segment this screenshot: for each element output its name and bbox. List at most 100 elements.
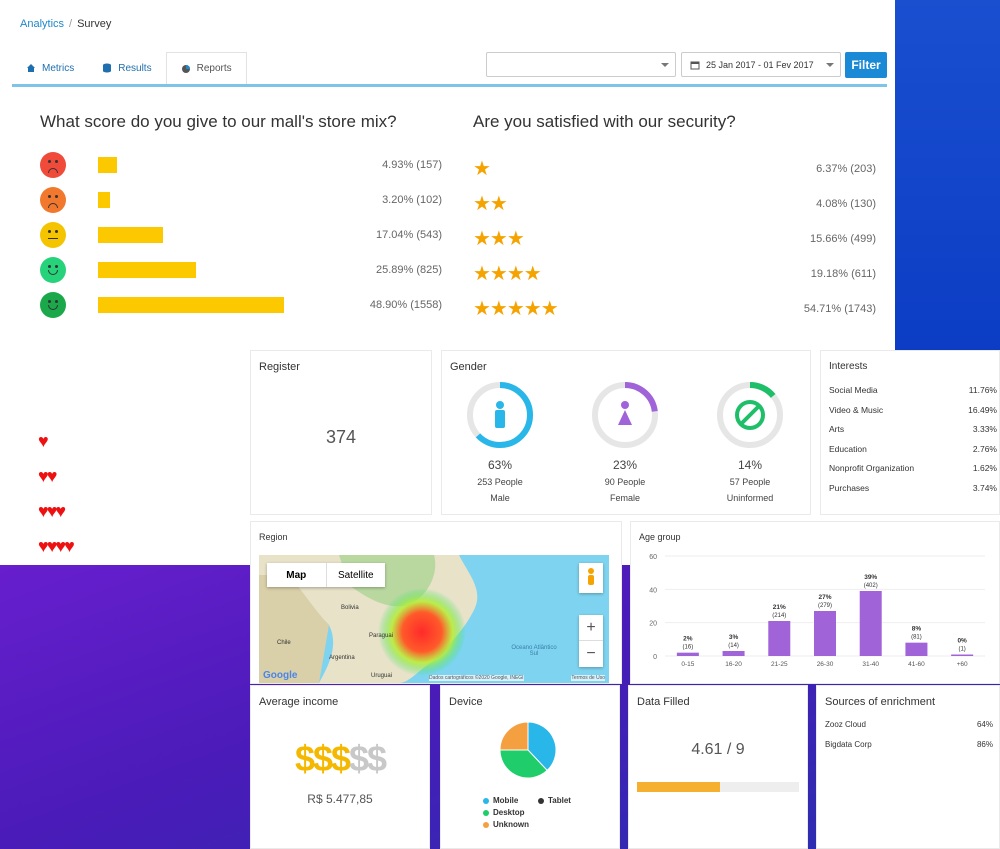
- device-legend: Mobile Tablet Desktop Unknown: [483, 796, 593, 829]
- register-card: Register 374: [250, 350, 432, 515]
- map-label: Argentina: [329, 655, 355, 661]
- x-tick-label: 31-40: [862, 661, 879, 668]
- tab-metrics[interactable]: Metrics: [12, 52, 88, 84]
- interest-label: Education: [829, 443, 867, 454]
- zoom-in-button[interactable]: +: [579, 615, 603, 641]
- age-bar: [768, 621, 791, 656]
- tab-label: Reports: [196, 63, 232, 74]
- zoom-out-button[interactable]: −: [586, 645, 596, 662]
- age-bar-percent-label: 2%: [683, 636, 693, 643]
- uninformed-icon: [717, 382, 783, 448]
- filter-select[interactable]: [486, 52, 676, 77]
- gender-percent: 63%: [487, 458, 513, 472]
- interest-label: Social Media: [829, 385, 878, 395]
- data-filled-title: Data Filled: [637, 696, 690, 708]
- income-symbols-empty: $$: [349, 738, 387, 779]
- income-symbols-filled: $$$: [294, 738, 351, 779]
- gender-item: 63% 253 People Male: [460, 381, 540, 503]
- age-bar-count-label: (402): [864, 583, 878, 589]
- x-tick-label: +60: [957, 661, 968, 668]
- device-pie-chart: [499, 721, 557, 779]
- pie-slice: [499, 749, 548, 779]
- source-row: Zooz Cloud 64%: [825, 720, 993, 729]
- tab-label: Results: [118, 62, 152, 74]
- interest-row: Education 2.76%: [829, 444, 997, 454]
- gender-title: Gender: [450, 361, 487, 373]
- age-bar: [905, 642, 928, 656]
- register-title: Register: [259, 361, 300, 373]
- x-tick-label: 41-60: [908, 661, 925, 668]
- gender-label: Uninformed: [726, 493, 774, 503]
- age-bar-percent-label: 27%: [818, 594, 831, 601]
- gender-people: 57 People: [729, 477, 771, 487]
- heart-rating-icon: ♥♥: [38, 466, 57, 486]
- sources-title: Sources of enrichment: [825, 696, 936, 708]
- y-tick-label: 40: [649, 587, 657, 594]
- legend-swatch: [483, 797, 489, 804]
- interest-row: Arts 3.33%: [829, 424, 997, 434]
- age-bar-count-label: (1): [958, 647, 965, 653]
- filter-button[interactable]: Filter: [845, 52, 887, 78]
- x-tick-label: 21-25: [771, 661, 788, 668]
- age-bar: [814, 611, 836, 656]
- happy-face-icon: [40, 257, 66, 283]
- tab-reports[interactable]: Reports: [165, 52, 247, 84]
- breadcrumb: Analytics / Survey: [20, 18, 111, 30]
- region-map[interactable]: Bolivia Paraguai Oceano Atlântico Sul Ch…: [259, 555, 609, 683]
- map-tab-map[interactable]: Map: [267, 563, 327, 587]
- legend-label: Tablet: [548, 796, 571, 805]
- age-bar: [859, 591, 882, 656]
- age-bar-percent-label: 8%: [912, 626, 922, 633]
- tab-bar: Metrics Results Reports: [12, 52, 247, 84]
- map-label: Uruguai: [371, 673, 393, 679]
- store-mix-bar: [98, 297, 284, 313]
- security-percent: 6.37% (203): [816, 163, 876, 175]
- star-rating-icon: ★★★: [473, 228, 525, 250]
- store-mix-bar: [98, 157, 117, 173]
- x-tick-label: 0-15: [681, 661, 694, 668]
- gender-people: 253 People: [477, 477, 523, 487]
- interest-row: Video & Music 16.49%: [829, 405, 997, 415]
- heart-rating-icon: ♥: [38, 431, 49, 451]
- age-bar-count-label: (214): [772, 613, 786, 619]
- legend-label: Unknown: [493, 820, 529, 829]
- y-tick-label: 0: [653, 654, 657, 661]
- legend-swatch: [483, 809, 489, 816]
- breadcrumb-separator: /: [69, 18, 73, 30]
- map-terms-link[interactable]: Termos de Uso: [571, 675, 605, 681]
- store-mix-answer-row: 17.04% (543): [40, 222, 445, 248]
- tab-results[interactable]: Results: [88, 52, 165, 84]
- interest-value: 2.76%: [972, 443, 997, 454]
- date-range-select[interactable]: 25 Jan 2017 - 01 Fev 2017: [681, 52, 841, 77]
- map-label: Chile: [277, 640, 291, 646]
- pie-chart-icon: [181, 64, 190, 73]
- map-tab-satellite[interactable]: Satellite: [337, 569, 374, 581]
- age-bar-percent-label: 39%: [864, 574, 877, 581]
- interest-row: Nonprofit Organization 1.62%: [829, 463, 997, 473]
- map-label: Oceano Atlântico Sul: [511, 645, 557, 657]
- age-group-title: Age group: [639, 532, 681, 542]
- age-bar-percent-label: 3%: [729, 634, 739, 641]
- x-tick-label: 26-30: [817, 661, 834, 668]
- age-bar-count-label: (14): [728, 643, 739, 649]
- very-sad-face-icon: [40, 152, 66, 178]
- background-gradient-blue: [895, 0, 1000, 360]
- security-percent: 19.18% (611): [810, 268, 876, 280]
- heart-rating-icon: ♥♥♥♥: [38, 536, 75, 556]
- heart-rating-icon: ♥♥♥: [38, 501, 66, 521]
- store-mix-bar: [98, 192, 111, 208]
- legend-item-unknown: Unknown: [483, 820, 593, 829]
- street-view-pegman-icon[interactable]: [579, 563, 603, 593]
- data-filled-value: 4.61 / 9: [691, 741, 745, 758]
- male-icon: [467, 382, 533, 448]
- star-rating-icon: ★★: [473, 193, 508, 215]
- gender-label: Male: [490, 493, 510, 503]
- store-mix-percent: 17.04% (543): [375, 229, 442, 241]
- income-level-indicator: $$$$$: [251, 738, 429, 780]
- store-mix-answer-row: 3.20% (102): [40, 187, 445, 213]
- device-title: Device: [449, 696, 483, 708]
- data-filled-progress-bar: [637, 782, 799, 792]
- store-mix-bar: [98, 227, 163, 243]
- breadcrumb-analytics[interactable]: Analytics: [20, 18, 65, 30]
- interests-title: Interests: [829, 361, 868, 372]
